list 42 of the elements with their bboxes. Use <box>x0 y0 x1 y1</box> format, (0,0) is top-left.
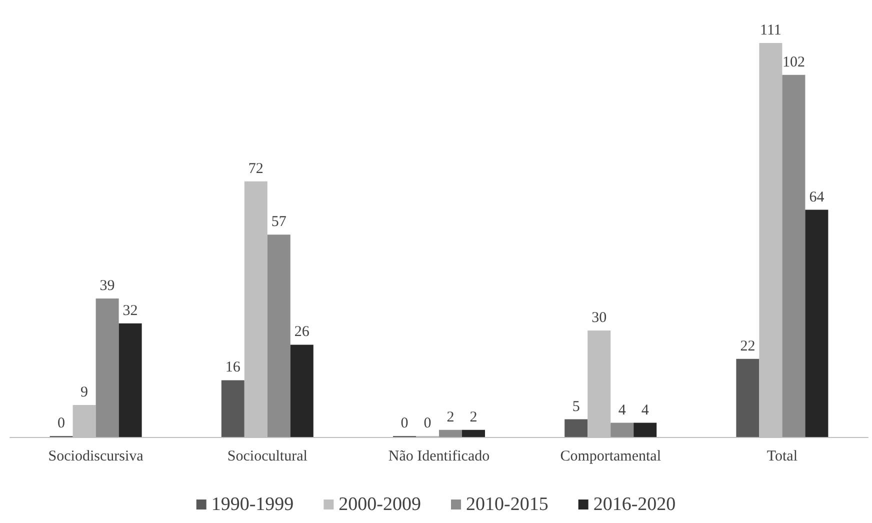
bar <box>736 358 760 437</box>
data-label: 9 <box>80 384 88 401</box>
bar <box>96 298 119 437</box>
data-label: 30 <box>592 310 607 326</box>
data-label: 0 <box>58 416 66 432</box>
bar <box>462 430 485 437</box>
data-label: 4 <box>641 402 650 418</box>
x-tick-label: Comportamental <box>560 448 662 464</box>
bar <box>782 74 806 437</box>
data-label: 102 <box>782 54 805 70</box>
data-label: 39 <box>100 278 115 294</box>
bar <box>610 422 634 437</box>
data-label: 0 <box>424 416 432 432</box>
bar <box>439 430 462 437</box>
bar <box>564 419 588 437</box>
data-label: 72 <box>248 160 264 177</box>
x-tick-label: Total <box>766 448 798 464</box>
bar <box>290 344 314 437</box>
legend-label: 1990-1999 <box>211 494 294 515</box>
legend-label: 2000-2009 <box>338 494 421 515</box>
legend-label: 2010-2015 <box>466 494 548 515</box>
data-label: 16 <box>225 360 241 376</box>
data-label: 0 <box>400 416 408 432</box>
x-tick-label: Não Identificado <box>388 448 490 464</box>
data-label: 2 <box>470 409 478 426</box>
bar <box>221 380 244 437</box>
data-label: 4 <box>618 402 626 418</box>
data-label: 22 <box>740 338 756 354</box>
data-label: 32 <box>122 302 138 319</box>
data-label: 57 <box>271 214 287 230</box>
bar <box>805 210 828 437</box>
data-label: 111 <box>760 22 782 38</box>
bar <box>118 323 142 437</box>
data-label: 5 <box>572 398 580 415</box>
data-label: 26 <box>294 324 310 340</box>
x-tick-label: Sociodiscursiva <box>48 448 144 464</box>
bar <box>634 422 657 437</box>
bar <box>267 234 290 437</box>
legend-label: 2016-2020 <box>593 494 676 515</box>
x-tick-label: Sociocultural <box>227 448 308 464</box>
data-label: 2 <box>446 409 454 426</box>
data-label: 64 <box>809 189 825 206</box>
